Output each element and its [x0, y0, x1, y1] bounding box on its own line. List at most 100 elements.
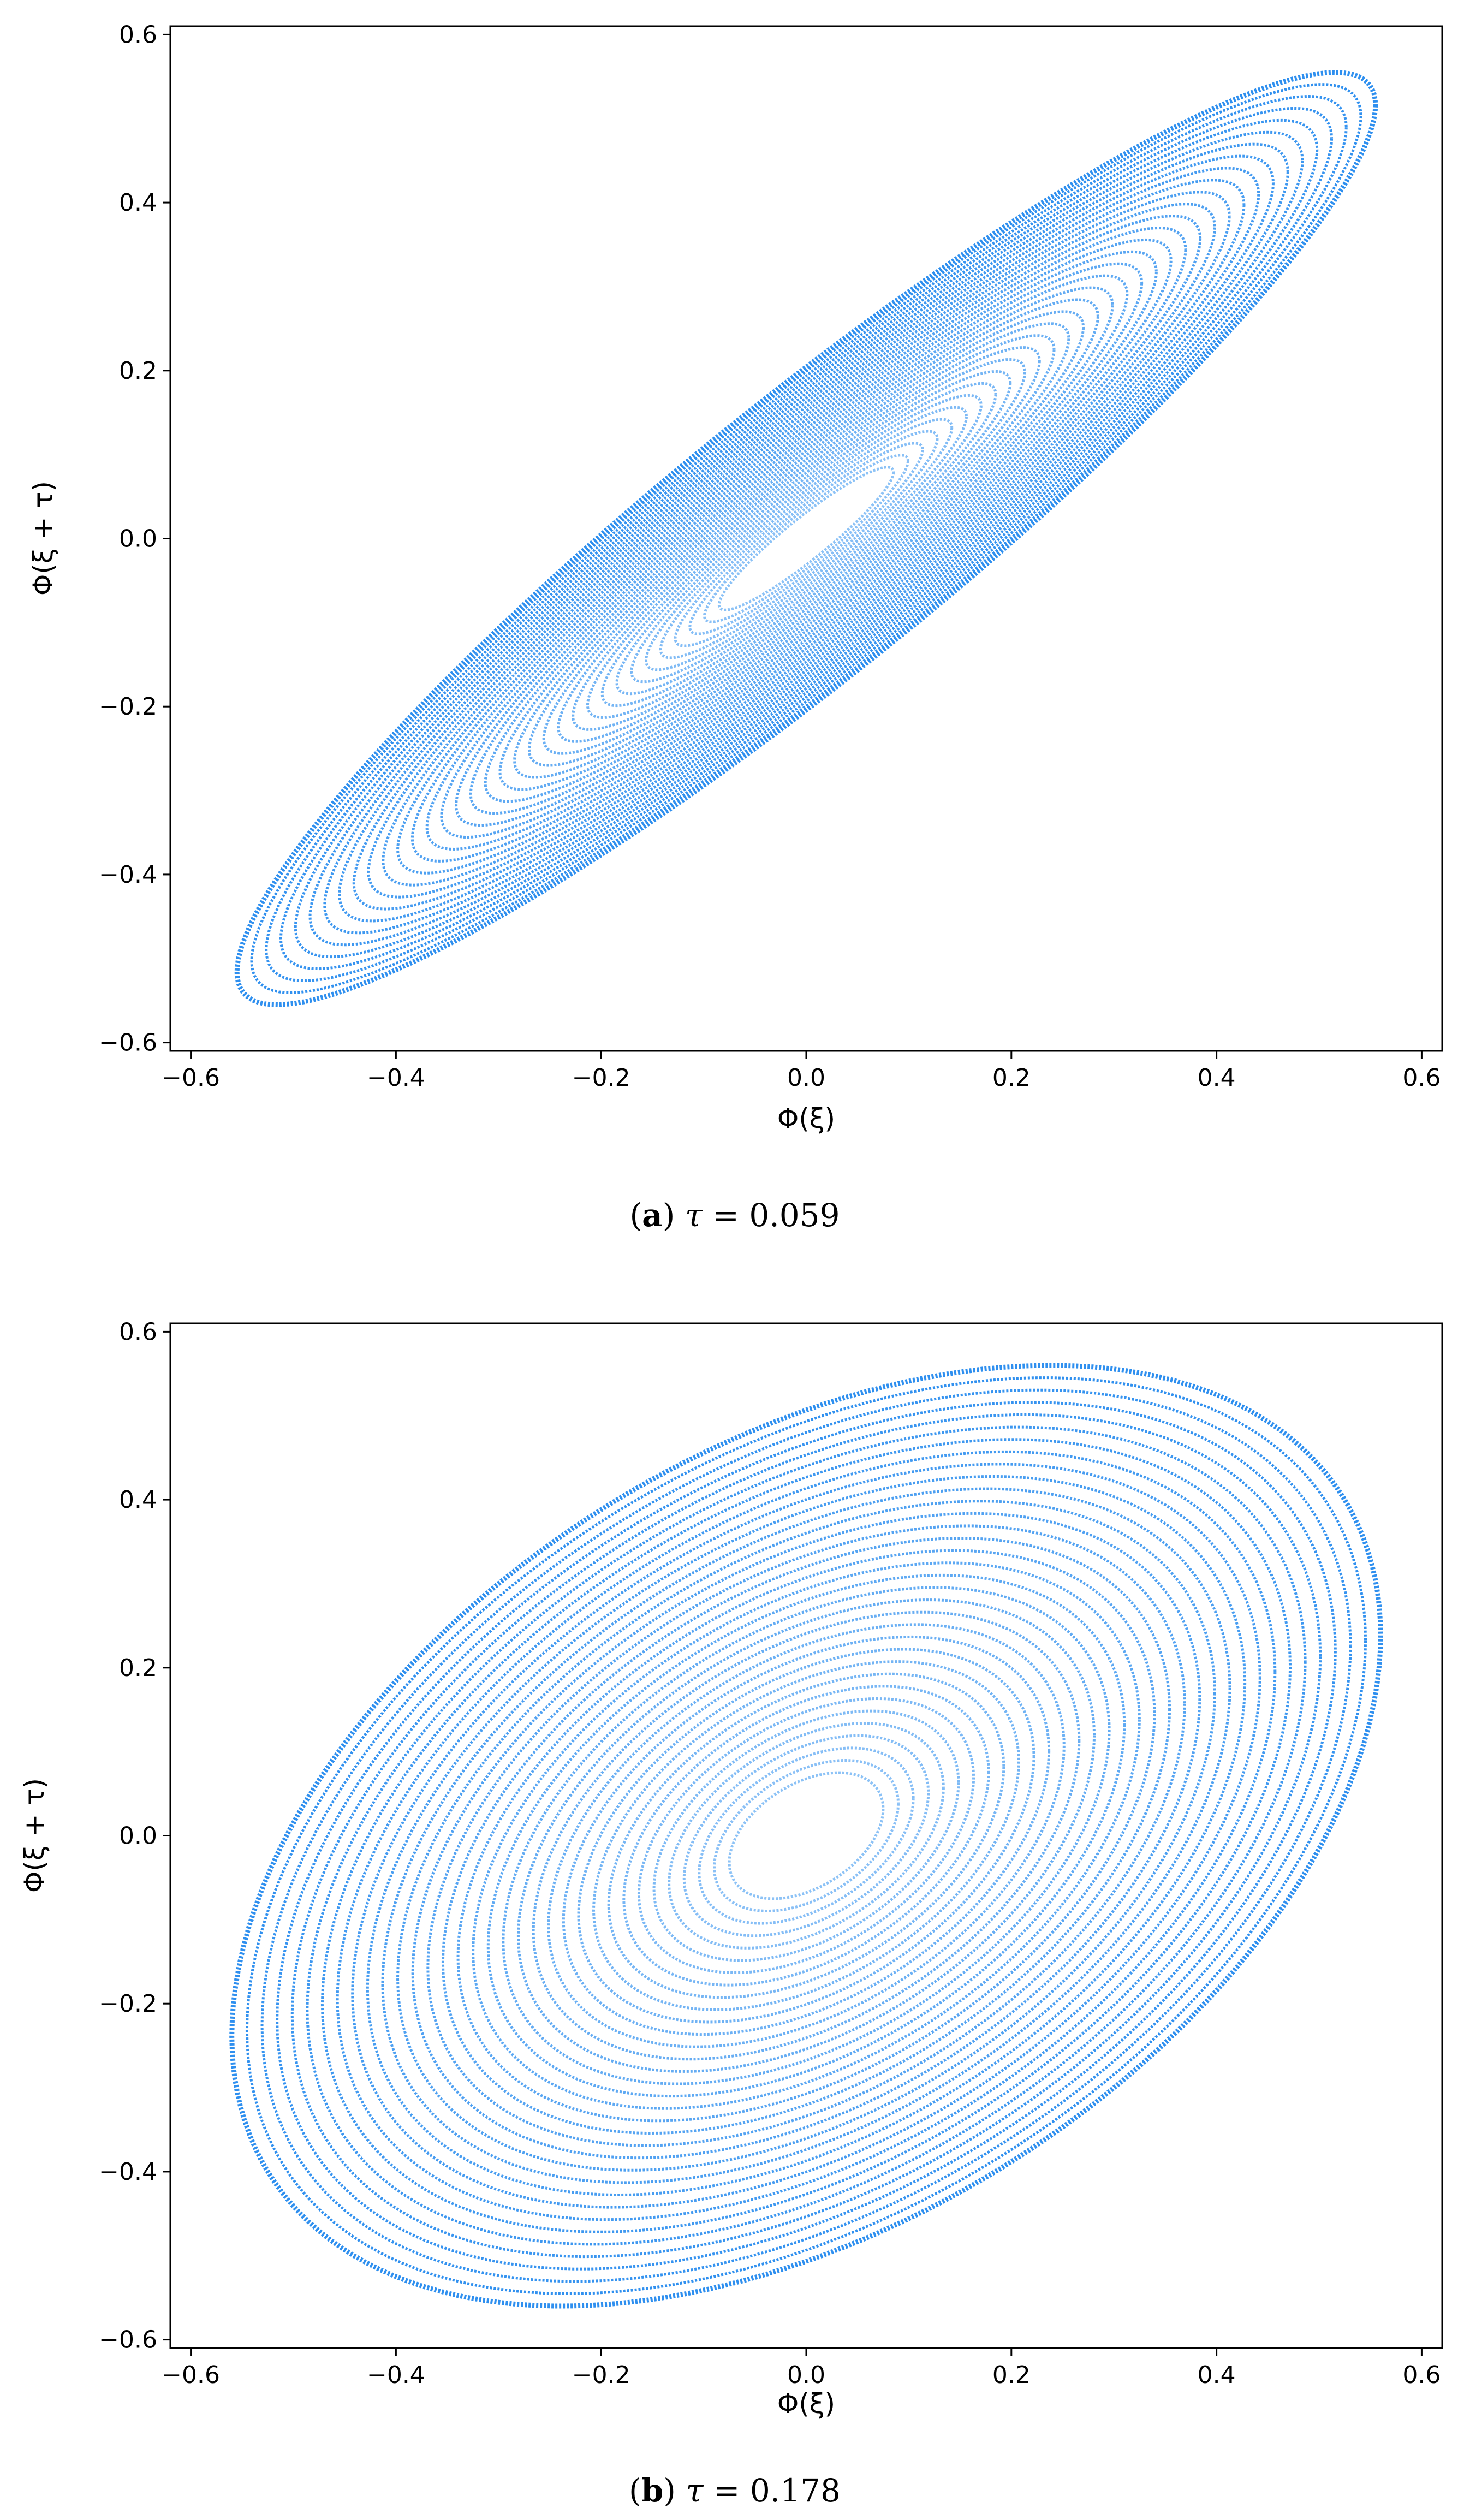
trajectory-loop — [577, 1648, 1035, 2024]
y-tick-label: −0.4 — [99, 861, 157, 889]
caption-symbol: τ — [686, 2472, 704, 2509]
caption-letter: b — [641, 2472, 664, 2509]
trajectory-loop — [290, 1413, 1322, 2259]
x-tick-label: −0.2 — [572, 2361, 630, 2389]
trajectory-loop — [279, 106, 1334, 971]
trajectory-loop — [229, 1363, 1383, 2309]
trajectory-loop — [276, 1401, 1337, 2271]
caption-value: 0.059 — [749, 1197, 840, 1234]
x-tick-label: −0.4 — [367, 1064, 425, 1092]
trajectory-loop — [351, 1463, 1261, 2209]
trajectory-loop — [600, 370, 1012, 708]
trajectory-loop — [352, 167, 1260, 911]
trajectory-loop — [659, 418, 954, 659]
x-tick-label: 0.6 — [1402, 2361, 1441, 2389]
trajectory-loop — [410, 215, 1202, 863]
x-tick-label: −0.2 — [572, 1064, 630, 1092]
caption-a: (a) τ = 0.059 — [630, 1197, 840, 1234]
trajectory-loop — [382, 191, 1231, 887]
scatter-marks — [234, 70, 1378, 1007]
caption-b: (b) τ = 0.178 — [629, 2472, 841, 2509]
trajectory-loop — [260, 1388, 1352, 2283]
y-tick-label: 0.6 — [119, 21, 157, 49]
trajectory-loop — [484, 274, 1129, 803]
panel-a: −0.6 −0.4 −0.2 0.0 0.2 0.4 0.6 −0.6 −0.4 −0.2 0.0… — [27, 21, 1443, 1234]
trajectory-loop — [411, 1512, 1201, 2160]
y-axis-label: Φ(ξ + τ) — [27, 481, 59, 596]
caption-equals: = — [713, 2472, 740, 2509]
y-tick-label: 0.6 — [119, 1318, 157, 1346]
trajectory-loop — [502, 1586, 1111, 2085]
caption-equals: = — [712, 1197, 739, 1234]
x-tick-label: 0.4 — [1198, 2361, 1236, 2389]
trajectory-loop — [455, 250, 1158, 827]
x-ticks: −0.6 −0.4 −0.2 0.0 0.2 0.4 0.6 — [162, 1051, 1441, 1092]
x-tick-label: 0.0 — [787, 1064, 825, 1092]
trajectory-loop — [486, 1573, 1126, 2098]
y-tick-label: −0.6 — [99, 1029, 157, 1057]
trajectory-loop — [498, 286, 1114, 791]
x-tick-label: −0.6 — [162, 1064, 220, 1092]
caption-letter: a — [642, 1197, 663, 1234]
trajectory-loop — [337, 154, 1275, 923]
trajectory-loop — [652, 1709, 960, 1962]
trajectory-loop — [728, 1771, 885, 1900]
trajectory-loop — [542, 322, 1070, 755]
y-tick-label: −0.2 — [99, 693, 157, 721]
y-tick-label: 0.0 — [119, 525, 157, 553]
y-tick-label: −0.6 — [99, 2326, 157, 2354]
y-tick-label: −0.4 — [99, 2158, 157, 2186]
y-tick-label: −0.2 — [99, 1990, 157, 2018]
trajectory-loop — [425, 226, 1187, 851]
trajectory-loop — [592, 1660, 1020, 2011]
x-tick-label: 0.0 — [787, 2361, 825, 2389]
scatter-marks — [229, 1363, 1383, 2309]
trajectory-loop — [440, 238, 1173, 839]
trajectory-loop — [712, 1759, 900, 1912]
trajectory-loop — [250, 83, 1362, 994]
trajectory-loop — [668, 1722, 945, 1950]
plot-frame — [169, 25, 1443, 1052]
trajectory-loop — [367, 179, 1246, 899]
trajectory-loop — [644, 406, 968, 671]
trajectory-loop — [396, 203, 1216, 875]
y-tick-label: 0.2 — [119, 1654, 157, 1682]
trajectory-loop — [245, 1376, 1367, 2295]
trajectory-loop — [472, 1561, 1141, 2110]
trajectory-loop — [637, 1697, 975, 1974]
trajectory-loop — [622, 1685, 990, 1987]
trajectory-loop — [532, 1610, 1081, 2061]
caption-symbol: τ — [685, 1197, 703, 1234]
trajectory-loop — [381, 1487, 1231, 2184]
x-tick-label: 0.6 — [1402, 1064, 1441, 1092]
y-tick-label: 0.0 — [119, 1822, 157, 1850]
trajectory-loop — [469, 262, 1144, 815]
trajectory-loop — [630, 394, 983, 684]
trajectory-loop — [586, 358, 1027, 720]
trajectory-loop — [426, 1524, 1186, 2147]
trajectory-loop — [366, 1475, 1247, 2197]
trajectory-loop — [572, 346, 1041, 731]
y-axis-label: Φ(ξ + τ) — [19, 1778, 50, 1893]
x-ticks: −0.6 −0.4 −0.2 0.0 0.2 0.4 0.6 — [162, 2348, 1441, 2389]
x-tick-label: 0.2 — [992, 2361, 1031, 2389]
trajectory-loop — [557, 334, 1056, 743]
x-axis-label: Φ(ξ) — [777, 2388, 835, 2420]
trajectory-loop — [674, 430, 939, 647]
trajectory-loop — [234, 70, 1378, 1007]
x-axis-label: Φ(ξ) — [777, 1103, 835, 1134]
y-tick-label: 0.4 — [119, 1486, 157, 1514]
trajectory-loop — [323, 142, 1289, 935]
caption-value: 0.178 — [750, 2472, 841, 2509]
trajectory-loop — [320, 1438, 1292, 2233]
trajectory-loop — [396, 1500, 1216, 2172]
x-tick-label: 0.4 — [1198, 1064, 1236, 1092]
y-tick-label: 0.2 — [119, 357, 157, 385]
panel-b: −0.6 −0.4 −0.2 0.0 0.2 0.4 0.6 −0.6 −0.4 −0.2 0.0… — [19, 1318, 1443, 2509]
x-tick-label: 0.2 — [992, 1064, 1031, 1092]
y-ticks: −0.6 −0.4 −0.2 0.0 0.2 0.4 0.6 — [99, 1318, 170, 2354]
trajectory-loop — [607, 1672, 1005, 1999]
trajectory-loop — [516, 1598, 1096, 2073]
trajectory-loop — [441, 1536, 1171, 2135]
